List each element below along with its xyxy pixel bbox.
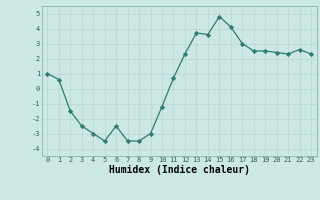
X-axis label: Humidex (Indice chaleur): Humidex (Indice chaleur)	[109, 165, 250, 175]
